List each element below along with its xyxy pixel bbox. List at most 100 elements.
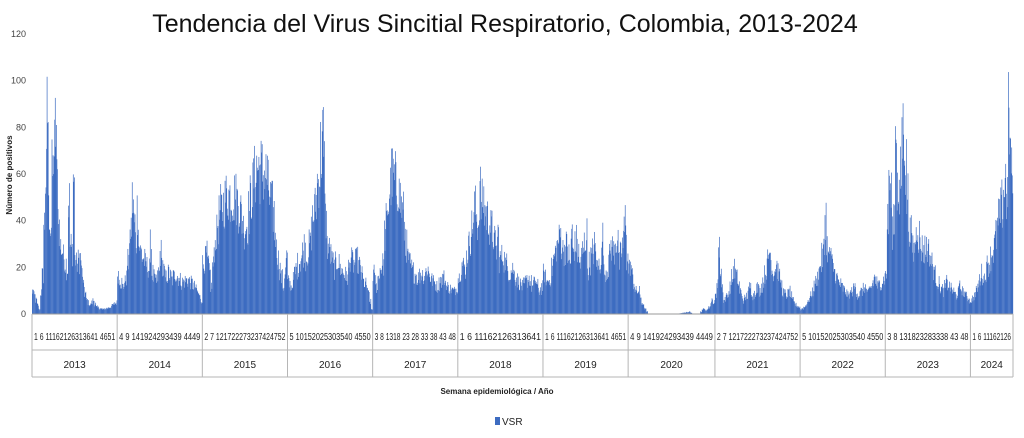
bar (398, 207, 400, 314)
bar (580, 268, 581, 314)
bar (616, 252, 617, 314)
bar (114, 303, 116, 314)
bar (246, 226, 248, 314)
bar (161, 257, 163, 314)
bar (942, 284, 943, 314)
bar (320, 121, 321, 314)
bar (88, 300, 89, 314)
bar (58, 224, 59, 314)
bar (825, 202, 827, 314)
bar (330, 263, 331, 314)
bar (149, 258, 151, 314)
bar (969, 302, 971, 314)
bar (392, 158, 394, 314)
bar (511, 272, 513, 314)
bar (642, 304, 644, 314)
bar (403, 240, 405, 314)
bar (307, 265, 308, 314)
bar (587, 268, 588, 314)
bar (517, 273, 519, 314)
bar (838, 279, 840, 314)
bar (833, 269, 835, 314)
bar (407, 251, 408, 314)
bar (863, 287, 865, 314)
bar (683, 312, 684, 314)
bar (219, 219, 220, 314)
bar (598, 265, 599, 314)
bar (576, 224, 577, 314)
bar (503, 272, 505, 314)
bar (795, 305, 796, 314)
week-tick-labels: 4 9 141924293439 4449 (630, 332, 713, 343)
bar (72, 174, 74, 314)
bar (260, 140, 262, 314)
bar (569, 263, 571, 314)
bar (312, 221, 314, 314)
bar (996, 220, 998, 314)
bar (865, 284, 866, 314)
bar (803, 306, 805, 314)
bar (303, 234, 305, 314)
bar (98, 306, 99, 314)
bar (119, 284, 121, 314)
bar (687, 311, 689, 314)
week-tick-labels: 4 9 141924293439 4449 (119, 332, 201, 343)
bar (477, 240, 479, 314)
bar (224, 180, 226, 314)
bar (492, 241, 493, 314)
bar (534, 283, 536, 314)
bar (375, 283, 377, 314)
bar (541, 290, 543, 314)
bar (796, 306, 797, 314)
bar (291, 287, 293, 314)
bar (314, 187, 316, 314)
bar (323, 156, 325, 314)
bar (927, 243, 929, 314)
bar (256, 167, 258, 314)
bar (538, 287, 539, 314)
bar (196, 288, 198, 314)
bar (485, 206, 487, 314)
y-tick-label: 60 (16, 169, 26, 179)
bar (834, 269, 836, 314)
legend-label-vsr: VSR (502, 417, 523, 428)
bar (473, 222, 474, 314)
bar (607, 278, 609, 314)
bar (545, 285, 547, 314)
bar (444, 285, 445, 314)
bar (498, 273, 500, 314)
bar (399, 182, 401, 314)
bar (243, 215, 244, 314)
bar (32, 289, 33, 314)
bar (411, 266, 413, 314)
bar (577, 256, 579, 314)
bar (850, 290, 852, 314)
bar (225, 202, 226, 314)
bar (634, 287, 635, 314)
bar (389, 198, 390, 314)
bar (302, 250, 304, 314)
bar (225, 175, 227, 314)
bar (255, 182, 257, 314)
bar (839, 285, 841, 314)
bar (707, 309, 708, 314)
bar (508, 279, 509, 314)
bar (125, 285, 127, 314)
bar (85, 291, 87, 314)
bar (231, 210, 232, 314)
bar (353, 259, 355, 314)
bar (975, 285, 977, 314)
bar (881, 283, 883, 314)
bar (1000, 194, 1002, 314)
bar (612, 255, 614, 314)
bar (203, 268, 205, 314)
bar (739, 293, 741, 314)
bar (767, 254, 769, 314)
bar (419, 268, 420, 314)
bar (118, 270, 119, 314)
bar (740, 289, 742, 314)
bar (551, 275, 553, 314)
bar (634, 292, 636, 314)
bar (901, 185, 902, 314)
bar (336, 269, 337, 314)
